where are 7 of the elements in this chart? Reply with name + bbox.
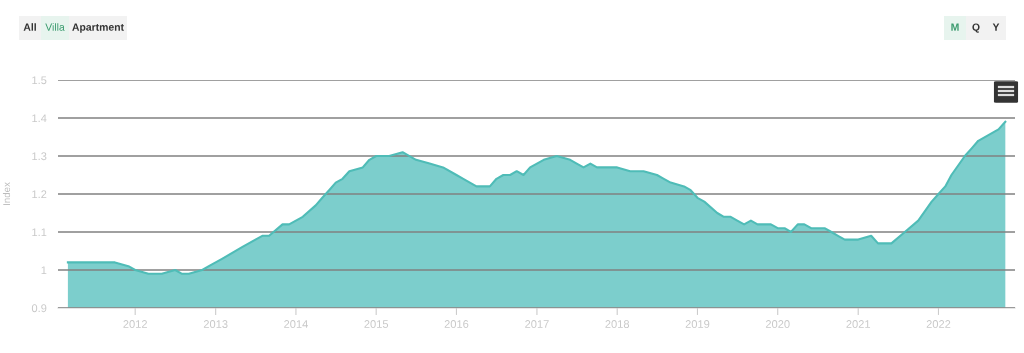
text: All [23,23,36,31]
text: Y [992,23,1000,31]
text: M [951,23,959,31]
y-axis-title: Index [2,182,11,205]
text: Villa [45,23,65,31]
text: Q [972,23,980,33]
text: Apartment [72,23,124,33]
